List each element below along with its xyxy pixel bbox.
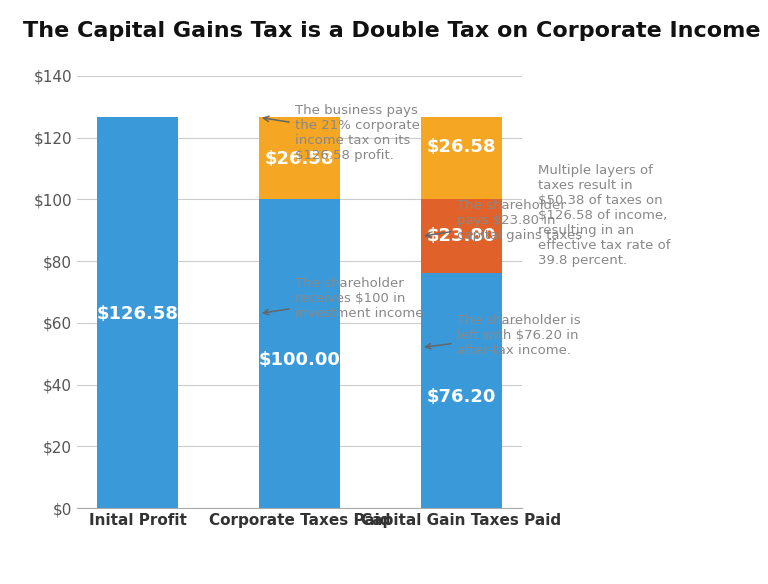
- Text: The business pays
the 21% corporate
income tax on its
$126.58 profit.: The business pays the 21% corporate inco…: [263, 104, 419, 162]
- Text: @TaxFoundation: @TaxFoundation: [647, 557, 756, 570]
- Text: $26.58: $26.58: [427, 138, 496, 156]
- Bar: [259, 199, 340, 508]
- Text: $100.00: $100.00: [259, 351, 340, 369]
- Bar: [97, 117, 178, 508]
- Text: $76.20: $76.20: [427, 388, 496, 406]
- Text: TAX FOUNDATION: TAX FOUNDATION: [12, 557, 150, 571]
- Bar: [421, 273, 502, 508]
- Text: The Capital Gains Tax is a Double Tax on Corporate Income: The Capital Gains Tax is a Double Tax on…: [23, 21, 760, 41]
- Text: $26.58: $26.58: [265, 150, 334, 168]
- Text: The shareholder
receives $100 in
investment income: The shareholder receives $100 in investm…: [263, 277, 423, 319]
- Text: Multiple layers of
taxes result in
$50.38 of taxes on
$126.58 of income,
resulti: Multiple layers of taxes result in $50.3…: [538, 164, 670, 266]
- Text: The shareholder
pays $23.80 in
capital gains taxes: The shareholder pays $23.80 in capital g…: [425, 199, 582, 242]
- Text: $23.80: $23.80: [427, 227, 496, 245]
- Text: $126.58: $126.58: [97, 305, 178, 322]
- Bar: [421, 117, 502, 199]
- Bar: [259, 117, 340, 199]
- Bar: [421, 199, 502, 273]
- Text: The shareholder is
left with $76.20 in
after-tax income.: The shareholder is left with $76.20 in a…: [425, 314, 581, 357]
